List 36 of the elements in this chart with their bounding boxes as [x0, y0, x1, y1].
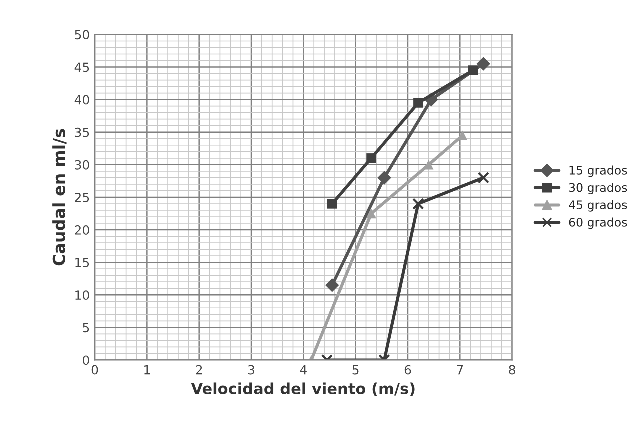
x-tick-label: 7 — [457, 365, 464, 375]
x-tick-label: 3 — [248, 365, 254, 375]
legend-label: 45 grados — [569, 200, 628, 212]
y-tick-label: 5 — [83, 323, 90, 333]
point — [325, 278, 340, 292]
point — [366, 208, 376, 219]
x-tick-label: 1 — [144, 365, 150, 375]
legend-label: 15 grados — [570, 166, 628, 178]
y-tick-label: 30 — [75, 160, 90, 170]
legend-label: 30 grados — [569, 183, 628, 195]
y-tick-label: 35 — [75, 128, 90, 138]
y-axis-title: Caudal en ml/s — [52, 129, 67, 266]
x-tick-label: 2 — [196, 365, 202, 375]
y-tick-label: 0 — [83, 356, 90, 366]
point — [412, 198, 424, 210]
point — [476, 57, 490, 71]
x-tick-label: 5 — [352, 365, 359, 375]
x-tick-label: 0 — [92, 365, 98, 375]
y-tick-label: 10 — [76, 290, 90, 300]
y-tick-label: 40 — [74, 95, 90, 105]
y-tick-label: 15 — [76, 258, 90, 268]
x-axis-title: Velocidad del viento (m/s) — [191, 382, 415, 396]
point — [366, 154, 376, 164]
y-tick-label: 45 — [74, 62, 90, 72]
x-tick-label: 4 — [300, 365, 307, 375]
point — [478, 172, 490, 184]
point — [327, 199, 338, 209]
x-tick-label: 8 — [509, 365, 516, 375]
y-tick-label: 25 — [75, 192, 90, 202]
point — [414, 98, 424, 108]
point — [468, 66, 478, 76]
x-tick-label: 6 — [404, 365, 412, 375]
y-tick-label: 20 — [75, 225, 90, 235]
y-tick-label: 50 — [75, 30, 90, 40]
legend-label: 60 grados — [569, 218, 628, 230]
point — [378, 171, 392, 185]
